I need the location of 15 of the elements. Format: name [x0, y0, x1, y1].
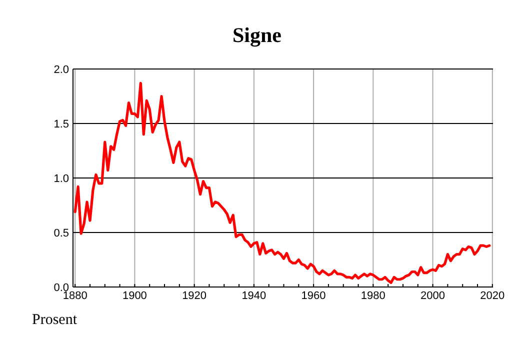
y-tick-label: 1.5 — [54, 118, 69, 130]
x-tick-label: 1900 — [122, 290, 147, 302]
x-tick-label: 1880 — [62, 290, 88, 302]
x-tick-label: 1980 — [360, 290, 386, 302]
y-tick-label: 1.0 — [54, 173, 69, 185]
x-tick-label: 1920 — [182, 290, 207, 302]
x-tick-label: 1940 — [242, 290, 266, 302]
y-tick-label: 0.5 — [54, 228, 69, 240]
line-series — [74, 82, 491, 284]
x-tick-label: 1960 — [301, 290, 326, 302]
x-tick-label: 2000 — [420, 290, 446, 302]
y-axis-title: Prosent — [32, 312, 78, 328]
chart-title: Signe — [232, 23, 282, 47]
x-tick-label: 2020 — [480, 290, 505, 302]
y-tick-label: 2.0 — [54, 64, 69, 76]
